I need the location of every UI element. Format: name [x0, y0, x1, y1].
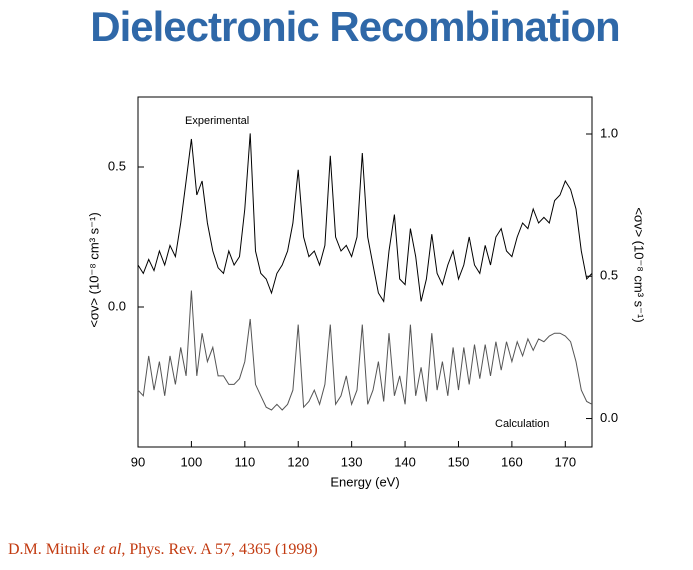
y-axis-title: <σv> (10⁻⁸ cm³ s⁻¹)	[86, 212, 101, 327]
citation-part: et al	[93, 541, 122, 558]
citation-part: , Phys. Rev. A 57, 4365 (1998)	[121, 541, 317, 558]
annotation: Calculation	[495, 418, 549, 430]
y2-axis-title: <σv> (10⁻⁸ cm³ s⁻¹)	[632, 207, 647, 322]
x-tick-label: 170	[554, 454, 576, 469]
x-tick-label: 150	[448, 454, 470, 469]
citation: D.M. Mitnik et al, Phys. Rev. A 57, 4365…	[8, 541, 318, 558]
plot-frame	[137, 96, 593, 448]
slide-title: Dielectronic Recombination	[90, 3, 619, 50]
series-line	[137, 290, 593, 411]
y-tick-label: 0.0	[108, 298, 126, 313]
y2-tick-label: 0.5	[600, 268, 618, 283]
x-tick-label: 90	[131, 454, 145, 469]
x-tick-label: 140	[394, 454, 416, 469]
x-tick-label: 100	[181, 454, 203, 469]
y2-tick-label: 0.0	[600, 410, 618, 425]
x-tick-label: 110	[234, 454, 255, 469]
y-tick-label: 0.5	[108, 158, 126, 173]
x-axis-title: Energy (eV)	[330, 474, 399, 489]
citation-part: D.M. Mitnik	[8, 541, 93, 558]
x-tick-label: 120	[287, 454, 309, 469]
x-tick-label: 130	[341, 454, 363, 469]
y2-tick-label: 1.0	[600, 125, 618, 140]
x-tick-label: 160	[501, 454, 523, 469]
series-line	[137, 133, 593, 303]
annotation: Experimental	[185, 115, 249, 127]
